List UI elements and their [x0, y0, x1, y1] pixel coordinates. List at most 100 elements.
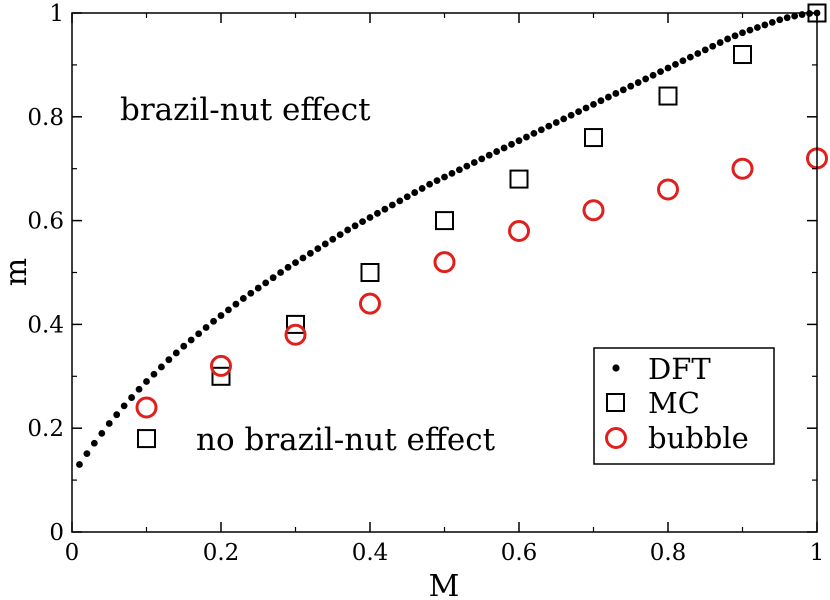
dft-point	[634, 79, 642, 86]
dft-point	[336, 231, 344, 239]
dft-point	[292, 259, 299, 267]
legend-dft-label: DFT	[648, 352, 711, 386]
dft-point	[597, 97, 605, 105]
dft-point	[135, 385, 143, 393]
mc-point	[509, 169, 529, 189]
dft-point	[329, 235, 337, 243]
dft-point	[724, 35, 731, 43]
dft-point	[605, 93, 612, 101]
dft-point	[381, 205, 389, 213]
dft-point	[672, 60, 679, 68]
bubble-point	[508, 219, 530, 242]
dft-point	[247, 289, 255, 297]
y-tick-label: 0.6	[27, 209, 64, 235]
dft-point	[798, 11, 806, 18]
dft-point	[642, 75, 650, 83]
y-tick-label: 0.8	[27, 105, 64, 131]
dft-point	[441, 173, 448, 181]
y-tick-label: 1	[49, 1, 64, 27]
dft-point	[158, 363, 165, 371]
dft-point	[105, 420, 113, 427]
dft-point	[262, 279, 270, 287]
dft-point	[98, 429, 106, 437]
dft-point	[366, 214, 374, 221]
bubble-point	[135, 396, 158, 419]
dft-point	[456, 166, 463, 174]
dft-point	[791, 12, 799, 20]
dft-point	[500, 144, 508, 152]
dft-point	[612, 90, 620, 97]
dft-point	[187, 336, 195, 344]
bubble-point	[359, 292, 381, 315]
dft-point	[433, 177, 441, 185]
bubble-point	[210, 354, 232, 377]
dft-point	[508, 140, 515, 148]
dft-point	[493, 148, 501, 155]
y-tick-label: 0.2	[27, 416, 64, 442]
dft-point	[776, 16, 784, 24]
legend-dft-marker	[612, 364, 620, 372]
bubble-point	[582, 199, 605, 222]
dft-point	[686, 53, 694, 61]
mc-point	[733, 45, 752, 65]
dft-point	[627, 82, 635, 90]
dft-point	[83, 450, 91, 458]
dft-point	[754, 24, 761, 31]
legend-mc-label: MC	[648, 386, 700, 420]
legend-mc-marker	[606, 393, 625, 412]
dft-point	[567, 111, 575, 119]
dft-point	[314, 245, 322, 253]
x-axis-title: M	[429, 569, 460, 600]
dft-point	[269, 274, 277, 282]
mc-point	[658, 86, 678, 106]
mc-point	[286, 314, 305, 334]
dft-point	[76, 461, 83, 468]
dft-point	[530, 130, 538, 137]
annotation-no-brazil-nut-effect: no brazil-nut effect	[196, 422, 496, 458]
bubble-point	[433, 251, 456, 274]
dft-point	[195, 330, 203, 338]
dft-point	[694, 50, 702, 57]
x-tick-label: 0.8	[650, 540, 687, 566]
legend-bubble-label: bubble	[648, 421, 749, 455]
dft-point	[485, 151, 493, 159]
y-tick-label: 0.4	[27, 312, 64, 338]
dft-point	[783, 14, 791, 22]
dft-point	[307, 249, 314, 257]
dft-point	[120, 402, 128, 410]
dft-point	[202, 324, 210, 331]
dft-point	[537, 126, 545, 134]
bubble-point	[731, 157, 754, 180]
dft-point	[210, 317, 217, 325]
mc-point	[584, 128, 603, 148]
dft-point	[180, 342, 188, 350]
dft-point	[418, 185, 426, 192]
dft-point	[344, 226, 352, 234]
dft-point	[239, 295, 247, 302]
legend-bubble-marker	[605, 427, 627, 449]
plot-area	[76, 3, 828, 468]
y-axis-title: m	[0, 258, 34, 286]
dft-point	[150, 370, 158, 378]
dft-point	[165, 356, 173, 364]
x-tick-label: 0	[65, 540, 80, 566]
dft-point	[657, 68, 664, 76]
dft-point	[426, 180, 433, 188]
x-tick-label: 0.2	[203, 540, 240, 566]
dft-point	[523, 133, 530, 141]
mc-point	[435, 211, 454, 231]
dft-point	[217, 312, 225, 319]
dft-point	[299, 254, 307, 262]
y-tick-label: 0	[49, 520, 64, 546]
annotation-brazil-nut-effect: brazil-nut effect	[120, 92, 371, 128]
bubble-point	[284, 323, 307, 346]
dft-point	[403, 193, 411, 201]
dft-point	[232, 300, 240, 308]
legend: DFT MC bubble	[593, 347, 775, 465]
mc-point	[360, 263, 380, 282]
dft-point	[388, 201, 396, 209]
x-tick-label: 0.6	[501, 540, 538, 566]
dft-point	[351, 222, 359, 230]
axis-ticks: 0 0.2 0.4 0.6 0.8 1 0 0.2 0.4 0.6 0.8 1	[27, 1, 824, 566]
